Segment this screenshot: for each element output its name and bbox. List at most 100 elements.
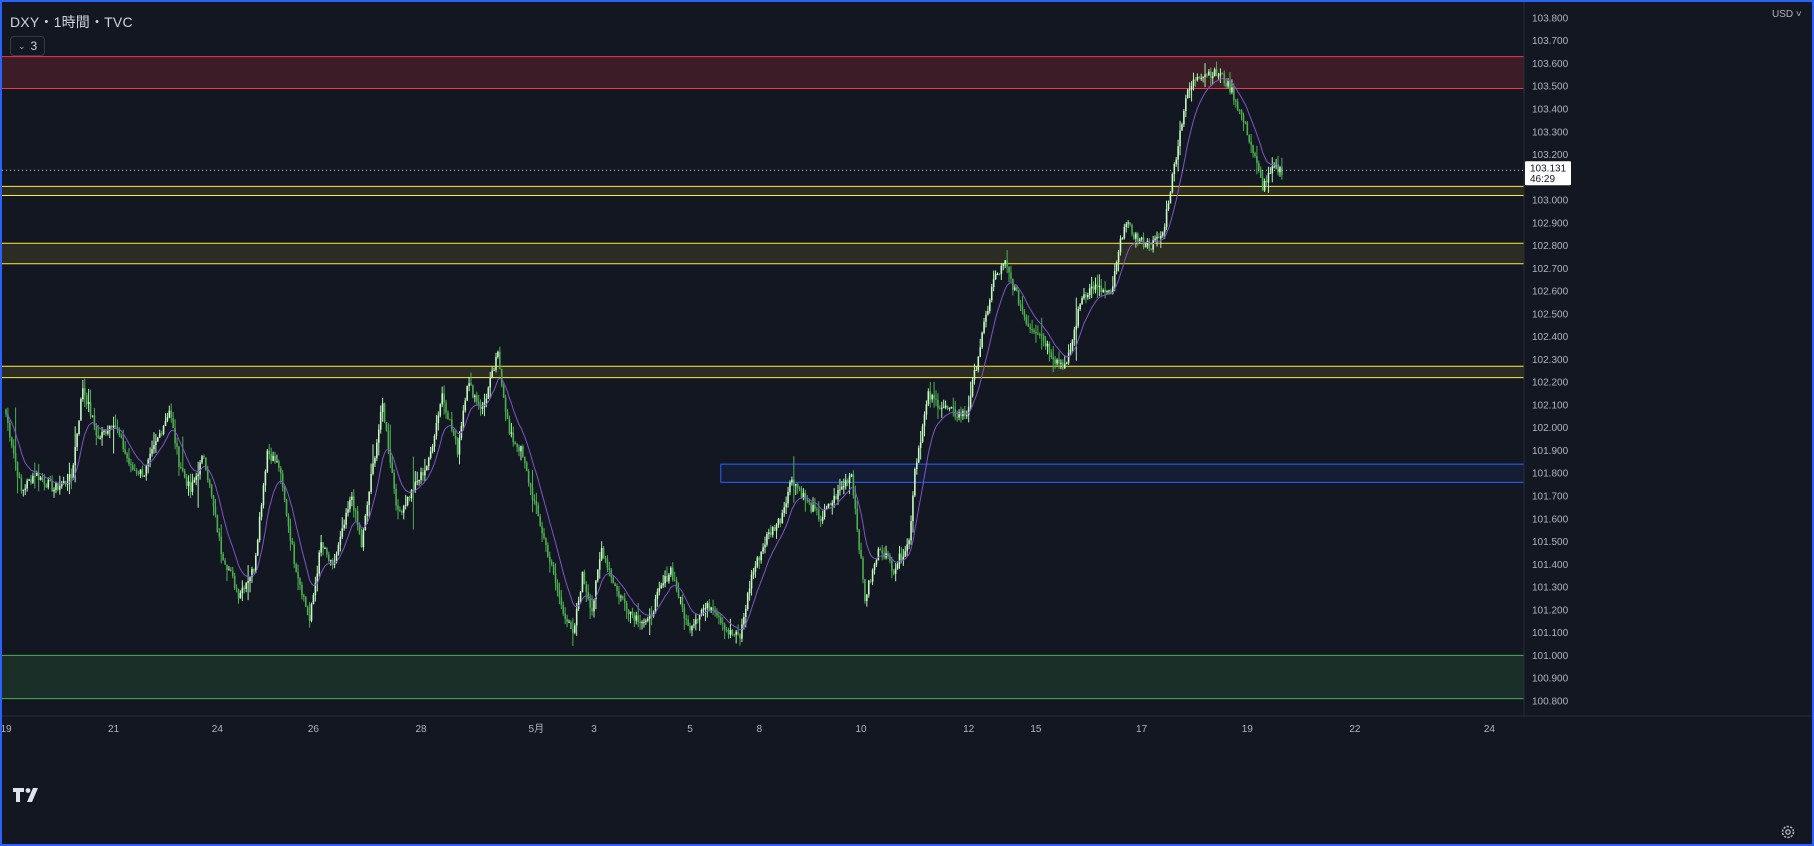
candle <box>1083 287 1085 300</box>
gear-icon[interactable] <box>1780 824 1796 840</box>
candle-body <box>804 493 807 500</box>
candle-body <box>254 555 257 573</box>
candle <box>82 379 84 402</box>
candle-body <box>656 591 659 599</box>
candle-body <box>1029 326 1031 329</box>
candle <box>283 485 286 503</box>
candle <box>746 591 749 611</box>
price-tick-label: 101.500 <box>1532 537 1569 548</box>
candle <box>731 628 734 637</box>
candle <box>253 568 255 575</box>
candle <box>771 526 774 538</box>
candle <box>435 415 438 440</box>
candle <box>285 499 288 517</box>
candle-body <box>320 542 322 553</box>
candle-body <box>287 515 290 527</box>
candle <box>379 405 382 434</box>
candle <box>992 270 995 292</box>
candle-body <box>670 567 672 575</box>
candle-body <box>1273 166 1276 168</box>
candle <box>606 555 609 573</box>
candle-body <box>278 461 280 469</box>
candle-body <box>841 486 843 490</box>
candle-body <box>502 385 505 398</box>
candle-body <box>1100 285 1103 293</box>
candle <box>1146 238 1149 249</box>
candle <box>806 495 809 504</box>
candle-body <box>122 437 125 450</box>
candle <box>356 506 359 531</box>
candle <box>51 475 53 492</box>
candle-body <box>379 412 382 430</box>
candle <box>281 470 284 492</box>
candle <box>162 424 165 436</box>
candle <box>230 567 232 572</box>
candle-body <box>422 472 424 476</box>
candle-body <box>829 503 832 506</box>
candle <box>702 604 705 616</box>
candle-body <box>206 470 209 480</box>
candle <box>197 461 199 508</box>
candle <box>867 579 870 598</box>
time-tick-label: 17 <box>1136 724 1148 735</box>
candle <box>875 558 878 567</box>
candle <box>1077 306 1080 329</box>
candle-body <box>59 486 61 490</box>
price-tick-label: 101.700 <box>1532 492 1569 503</box>
candle-body <box>253 569 255 573</box>
candle-body <box>249 577 251 582</box>
candle-body <box>1067 352 1070 363</box>
candle <box>1060 359 1062 370</box>
candle <box>944 400 947 410</box>
candle-body <box>497 351 499 358</box>
candle-body <box>560 597 563 606</box>
candle-body <box>26 480 28 489</box>
candle-body <box>264 471 267 486</box>
candle <box>1206 72 1208 78</box>
candle-body <box>637 615 639 622</box>
currency-select[interactable]: USD ˅ <box>1772 9 1802 20</box>
candle <box>664 570 666 588</box>
candle-body <box>49 479 51 482</box>
price-tick-label: 101.100 <box>1532 628 1569 639</box>
candle-body <box>646 618 649 621</box>
candle-body <box>545 538 547 546</box>
chevron-down-icon: ⌄ <box>18 41 26 51</box>
candle <box>916 458 918 475</box>
candle <box>1261 169 1264 191</box>
candle-body <box>695 619 697 625</box>
candle-body <box>274 455 276 462</box>
candle-body <box>873 564 876 570</box>
candle-body <box>575 608 578 626</box>
candle-body <box>892 570 895 574</box>
symbol-title[interactable]: DXY・1時間・TVC <box>10 14 133 30</box>
candle-body <box>1042 335 1045 341</box>
candle <box>424 458 426 482</box>
candle-body <box>20 477 23 491</box>
candle <box>368 490 370 518</box>
price-tick-label: 101.600 <box>1532 514 1569 525</box>
candle <box>437 411 440 431</box>
candle-body <box>944 405 947 408</box>
candle <box>1015 286 1018 292</box>
candle-body <box>47 479 50 488</box>
candle-body <box>990 287 993 301</box>
resistance-zone <box>2 56 1524 90</box>
candle-body <box>14 453 17 463</box>
candle-body <box>952 406 955 409</box>
candle <box>808 499 810 505</box>
candle-body <box>643 621 645 623</box>
candle-body <box>339 536 342 545</box>
candle-body <box>216 514 219 533</box>
candle <box>1169 191 1172 204</box>
candle-body <box>1092 286 1095 290</box>
candle <box>372 444 374 476</box>
candle-body <box>585 584 588 592</box>
candle <box>1244 120 1247 125</box>
candle-body <box>114 425 117 428</box>
candle <box>894 563 897 582</box>
indicator-toggle-button[interactable]: ⌄ 3 <box>10 36 46 56</box>
candle-body <box>1071 339 1074 350</box>
